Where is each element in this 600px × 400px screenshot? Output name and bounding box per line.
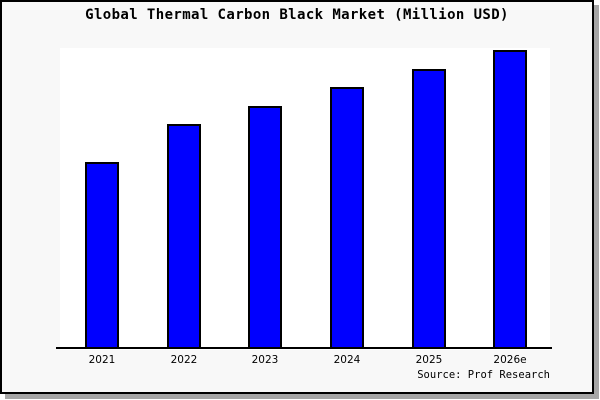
bar-2026e [493, 50, 527, 349]
bar-2021 [85, 162, 119, 349]
bar-2023 [248, 106, 282, 349]
x-tick-label-2026e: 2026e [493, 354, 527, 366]
bar-2024 [330, 87, 364, 349]
x-tick-label-2024: 2024 [333, 354, 361, 366]
x-tick-label-2022: 2022 [170, 354, 198, 366]
bar-2025 [412, 69, 446, 349]
source-note: Source: Prof Research [417, 369, 550, 381]
x-tick-label-2021: 2021 [88, 354, 116, 366]
x-tick-label-2023: 2023 [251, 354, 279, 366]
chart-title: Global Thermal Carbon Black Market (Mill… [85, 7, 509, 23]
bar-2022 [167, 124, 201, 349]
x-axis-line [56, 347, 552, 349]
x-tick-label-2025: 2025 [415, 354, 443, 366]
plot-area [60, 48, 550, 350]
chart-frame: Global Thermal Carbon Black Market (Mill… [56, 7, 552, 381]
